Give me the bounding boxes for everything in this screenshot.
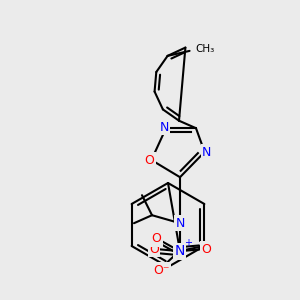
Text: CH₃: CH₃ <box>196 44 215 54</box>
Text: O⁻: O⁻ <box>153 263 169 277</box>
Text: N: N <box>175 217 185 230</box>
Text: N: N <box>202 146 211 158</box>
Text: O: O <box>201 243 211 256</box>
Text: O: O <box>145 154 154 166</box>
Text: O: O <box>152 232 161 245</box>
Text: N: N <box>159 121 169 134</box>
Text: +: + <box>184 238 192 248</box>
Text: N: N <box>174 244 184 258</box>
Text: S: S <box>176 244 184 258</box>
Text: O: O <box>149 243 159 256</box>
